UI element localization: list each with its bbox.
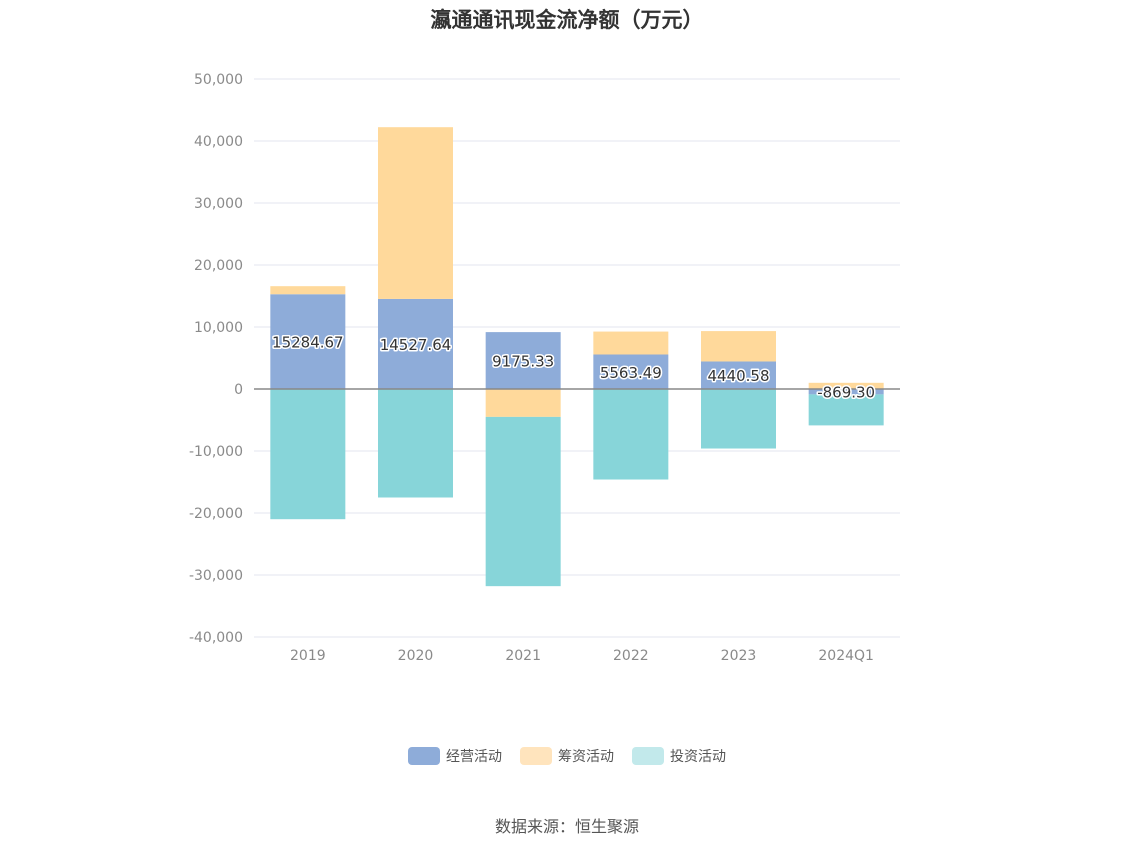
bar-operating-2024Q1 [808, 389, 884, 395]
y-tick-label: 0 [234, 382, 243, 398]
legend-item-financing[interactable]: 筹资活动 [520, 746, 614, 766]
data-label: 9175.33 [492, 353, 554, 371]
legend-swatch-financing [520, 747, 552, 765]
bar-investing-2024Q1 [808, 394, 884, 426]
bar-operating-2021 [485, 332, 561, 389]
data-label: 5563.49 [600, 364, 662, 382]
y-tick-label: -10,000 [189, 444, 243, 460]
x-tick-label: 2024Q1 [818, 648, 874, 664]
chart-title: 瀛通通讯现金流净额（万元） [430, 8, 704, 32]
x-tick-label: 2020 [398, 648, 434, 664]
bar-financing-2020 [378, 127, 453, 299]
bar-operating-2023 [701, 361, 776, 389]
x-tick-label: 2022 [613, 648, 649, 664]
data-label: -869.30 [817, 383, 875, 401]
data-label: 15284.67 [272, 334, 344, 352]
bar-operating-2020 [378, 298, 453, 389]
legend-swatch-operating [408, 747, 440, 765]
data-label: 4440.58 [707, 367, 769, 385]
legend-item-operating[interactable]: 经营活动 [408, 746, 502, 766]
bar-operating-2019 [270, 294, 346, 389]
legend-item-investing[interactable]: 投资活动 [632, 746, 726, 766]
data-source: 数据来源：恒生聚源 [494, 817, 639, 836]
x-tick-label: 2023 [721, 648, 757, 664]
y-tick-label: -30,000 [189, 568, 243, 584]
y-tick-label: 30,000 [194, 196, 243, 212]
bar-financing-2024Q1 [808, 382, 884, 389]
legend-swatch-investing [632, 747, 664, 765]
bar-financing-2021 [485, 389, 561, 417]
bar-investing-2022 [593, 389, 669, 480]
x-tick-label: 2019 [290, 648, 326, 664]
legend: 经营活动 筹资活动 投资活动 [0, 746, 1134, 766]
legend-label-operating: 经营活动 [446, 749, 502, 765]
bar-financing-2023 [701, 331, 776, 362]
y-tick-label: -40,000 [189, 630, 243, 646]
data-labels: 15284.67 14527.64 9175.33 5563.49 4440.58 -86… [271, 332, 877, 403]
grid-lines [254, 78, 900, 638]
legend-label-investing: 投资活动 [670, 749, 726, 765]
bar-financing-2019 [270, 286, 346, 295]
data-label: 14527.64 [380, 336, 452, 354]
bar-investing-2023 [701, 389, 776, 449]
x-tick-label: 2021 [505, 648, 541, 664]
bar-financing-2022 [593, 331, 669, 355]
y-tick-label: 40,000 [194, 134, 243, 150]
chart-area: 50,000 40,000 30,000 20,000 10,000 0 -10,000 -2… [189, 72, 900, 664]
bars [270, 127, 884, 587]
y-tick-label: 10,000 [194, 320, 243, 336]
y-tick-label: 20,000 [194, 258, 243, 274]
y-tick-label: -20,000 [189, 506, 243, 522]
bar-investing-2020 [378, 389, 453, 498]
x-axis: 2019 2020 2021 2022 2023 2024Q1 [290, 648, 874, 664]
y-axis: 50,000 40,000 30,000 20,000 10,000 0 -10,000 -2… [189, 72, 243, 646]
legend-label-financing: 筹资活动 [558, 749, 614, 765]
y-tick-label: 50,000 [194, 72, 243, 88]
bar-investing-2021 [485, 416, 561, 587]
bar-investing-2019 [270, 389, 346, 520]
bar-operating-2022 [593, 354, 669, 389]
